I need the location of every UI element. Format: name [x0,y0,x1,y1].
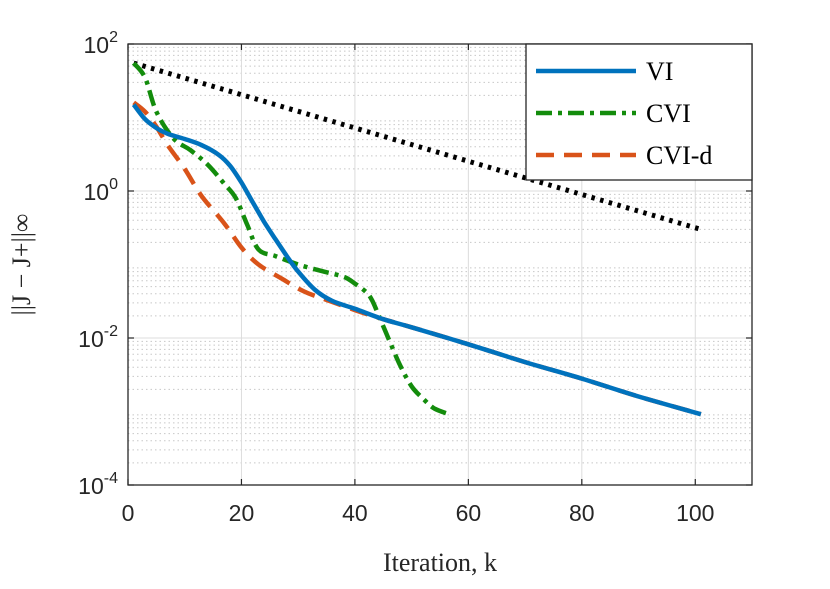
x-tick-label: 40 [342,500,368,526]
y-tick-label: 10-4 [78,470,118,499]
y-tick-label: 100 [84,176,119,205]
y-tick-label: 10-2 [78,323,118,352]
series-line-vi [131,103,702,417]
legend: VI CVI CVI-d [525,43,753,181]
x-tick-label: 20 [229,500,255,526]
legend-label-vi: VI [646,57,673,86]
legend-label-cvi-d: CVI-d [646,141,712,170]
x-axis-label: Iteration, k [383,548,497,577]
x-tick-label: 100 [676,500,714,526]
x-tick-label: 0 [122,500,135,526]
y-tick-label: 102 [84,29,119,58]
legend-box [525,43,753,181]
y-axis-label: ||J − J+||∞ [7,214,36,316]
x-tick-label: 60 [456,500,482,526]
axes-box [127,43,753,486]
series-group [131,60,702,418]
x-tick-label: 80 [569,500,595,526]
series-line-cvi [131,61,453,418]
tick-labels: 0 20 40 60 80 100 10-4 10-2 100 102 [78,29,714,526]
legend-label-cvi: CVI [646,99,691,128]
